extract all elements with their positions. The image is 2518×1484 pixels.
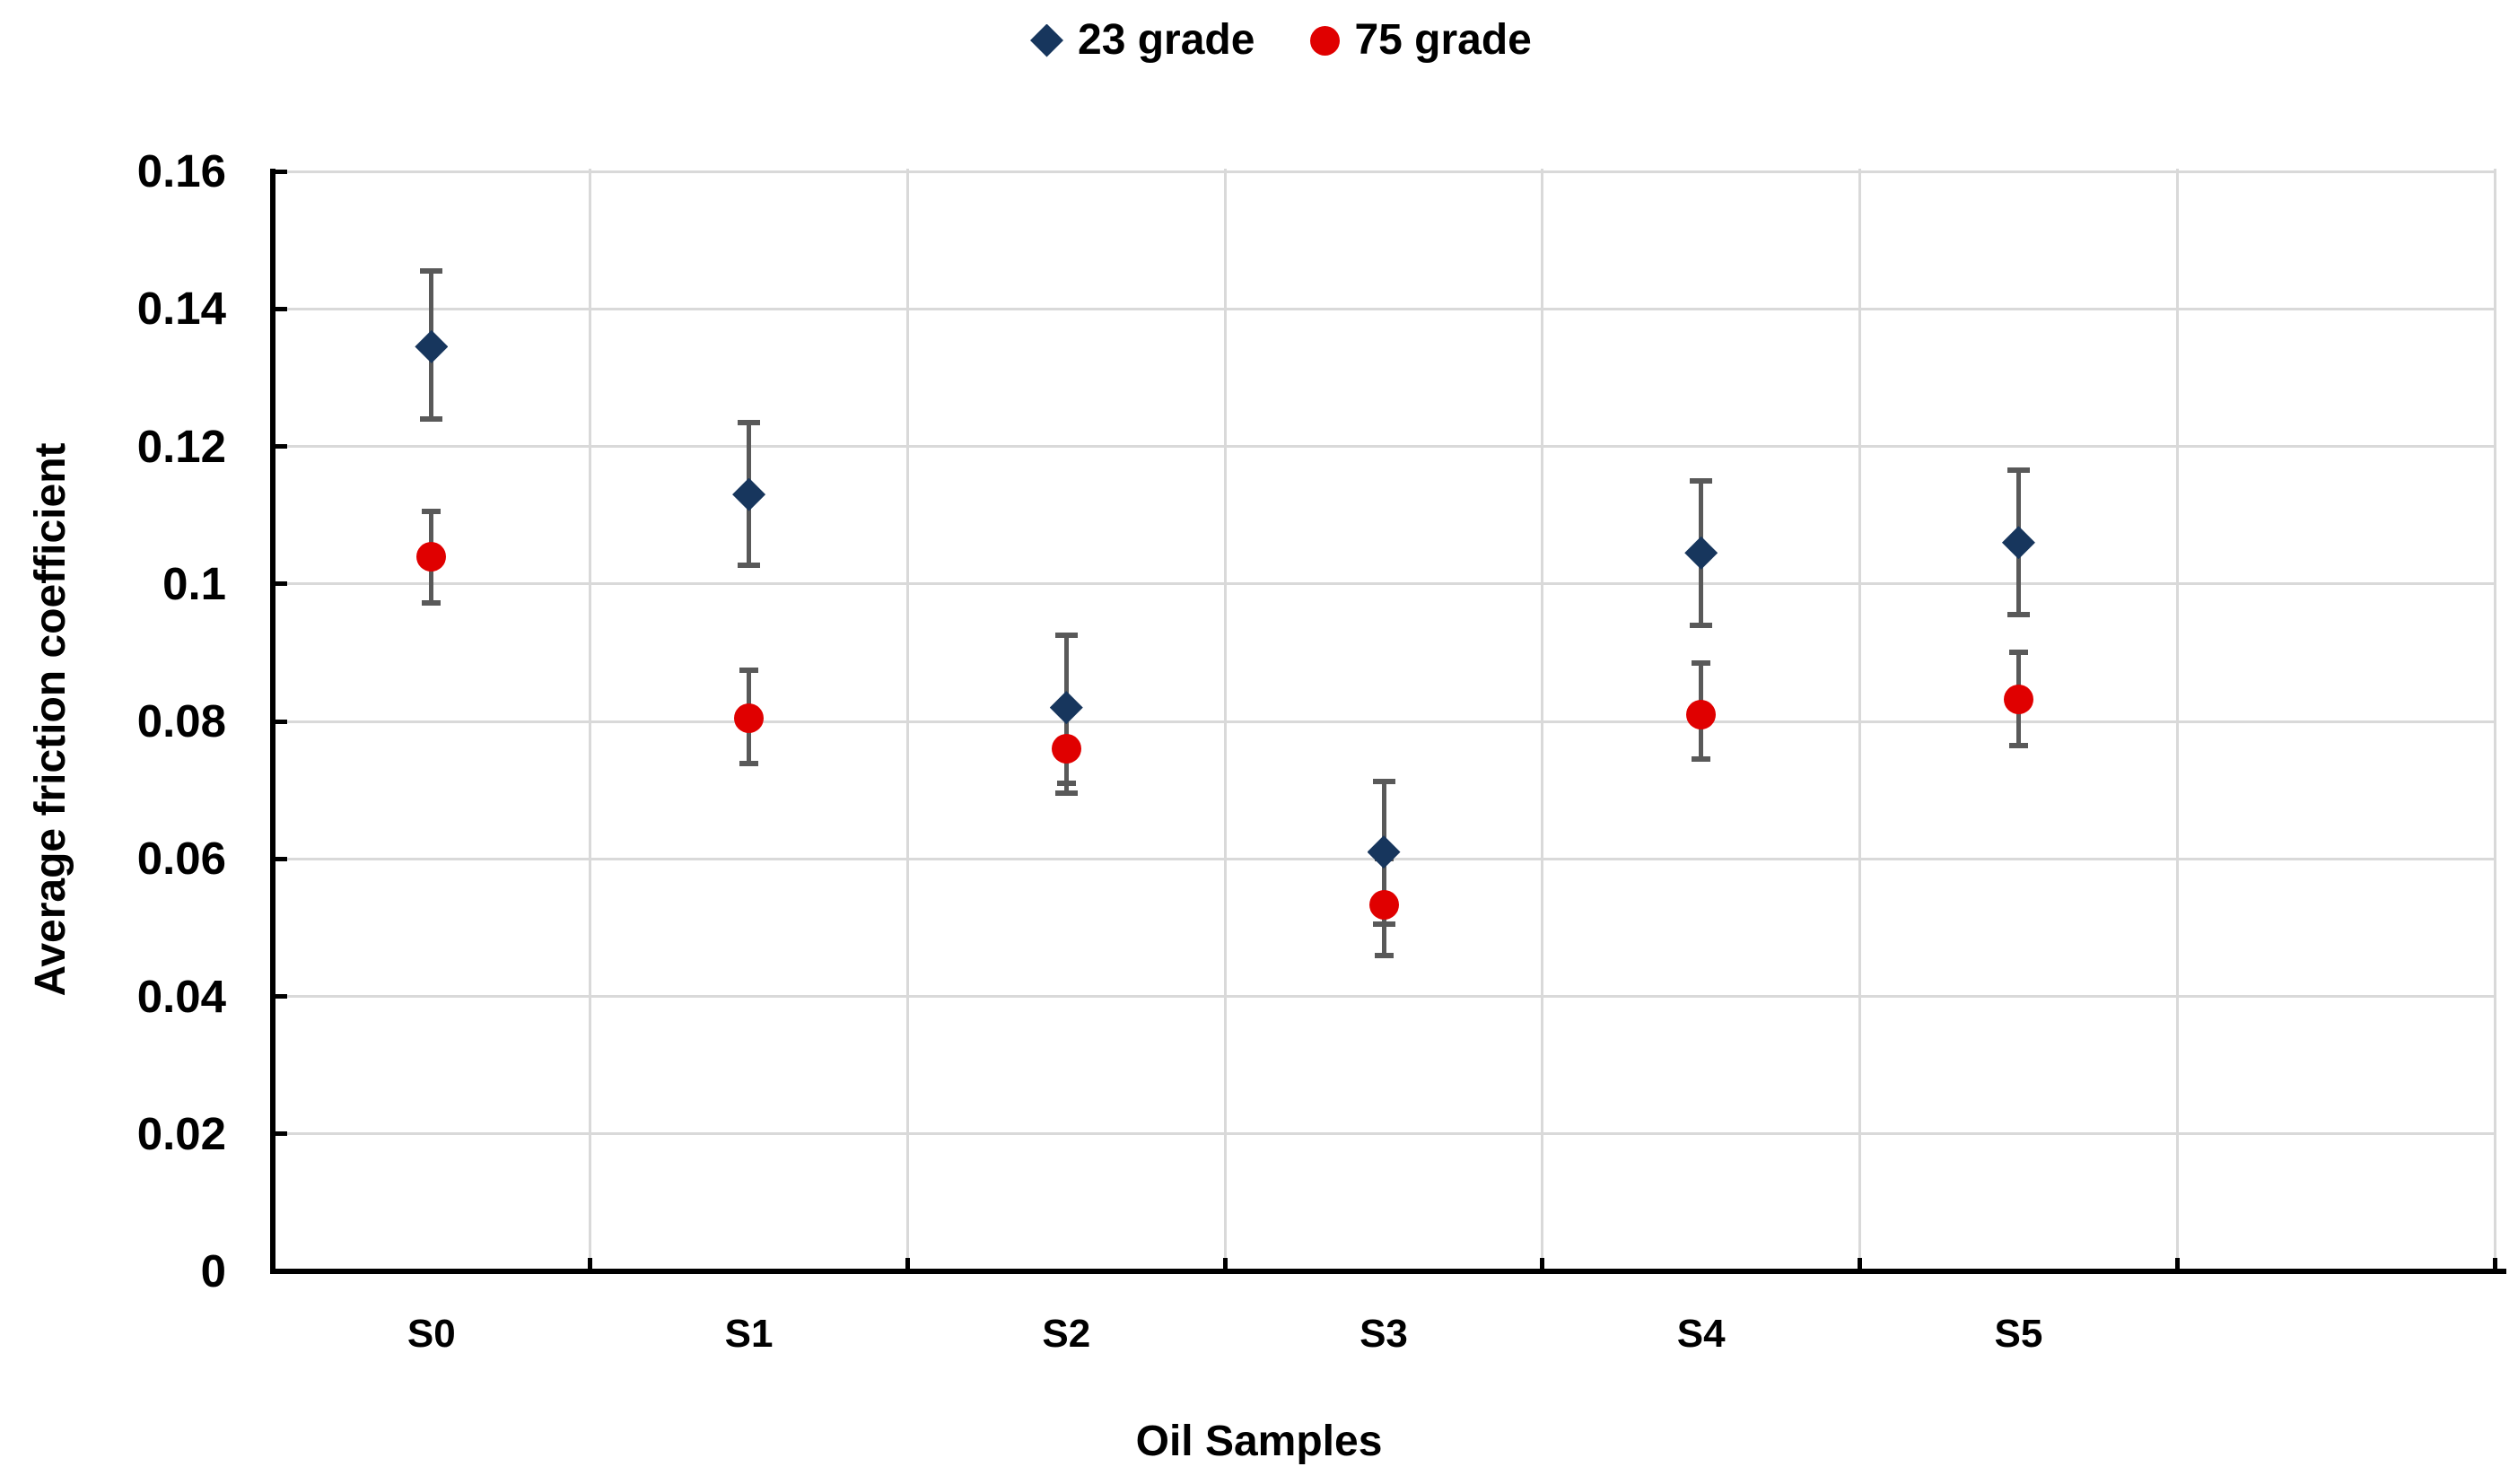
error-cap-top bbox=[1692, 659, 1711, 666]
error-cap-bottom bbox=[739, 760, 759, 766]
error-cap-top bbox=[2007, 467, 2030, 474]
data-point-23-grade-S0 bbox=[415, 329, 449, 363]
x-tick-label: S4 bbox=[1676, 1312, 1726, 1356]
h-gridline bbox=[275, 445, 2495, 448]
h-gridline bbox=[275, 720, 2495, 723]
y-tick-label: 0.1 bbox=[162, 557, 226, 609]
x-tick bbox=[905, 1258, 910, 1269]
legend-label-75-grade: 75 grade bbox=[1354, 16, 1532, 64]
error-cap-top bbox=[738, 419, 761, 425]
error-cap-top bbox=[2008, 650, 2028, 656]
data-point-23-grade-S4 bbox=[1684, 536, 1718, 570]
x-tick bbox=[1858, 1258, 1863, 1269]
x-axis-line bbox=[270, 1269, 2506, 1274]
data-point-23-grade-S5 bbox=[2001, 526, 2035, 560]
error-cap-top bbox=[739, 667, 759, 673]
y-tick bbox=[275, 581, 287, 587]
error-cap-bottom bbox=[1054, 790, 1078, 797]
x-tick bbox=[1540, 1258, 1545, 1269]
y-tick bbox=[275, 719, 287, 724]
y-tick-label: 0.12 bbox=[136, 420, 226, 472]
error-cap-bottom bbox=[2007, 612, 2030, 618]
y-tick-label: 0.08 bbox=[136, 695, 226, 746]
x-tick-label: S0 bbox=[407, 1312, 456, 1356]
y-tick bbox=[275, 169, 287, 174]
data-point-75-grade-S0 bbox=[416, 541, 447, 572]
error-cap-top bbox=[1054, 633, 1078, 639]
y-tick bbox=[275, 306, 287, 311]
v-gridline bbox=[905, 169, 909, 1269]
circle-marker-icon bbox=[1310, 25, 1341, 56]
y-tick bbox=[275, 994, 287, 999]
data-point-75-grade-S1 bbox=[734, 703, 765, 733]
error-cap-top bbox=[420, 268, 443, 275]
v-gridline bbox=[2493, 169, 2496, 1269]
error-cap-top bbox=[422, 509, 442, 515]
v-gridline bbox=[1223, 169, 1227, 1269]
data-point-23-grade-S3 bbox=[1367, 835, 1401, 869]
error-cap-bottom bbox=[420, 415, 443, 422]
y-tick-label: 0.14 bbox=[136, 283, 226, 335]
legend: 23 grade 75 grade bbox=[1030, 13, 1532, 68]
x-tick bbox=[588, 1258, 593, 1269]
x-tick-label: S2 bbox=[1042, 1312, 1091, 1356]
h-gridline bbox=[275, 1132, 2495, 1136]
data-point-75-grade-S3 bbox=[1368, 890, 1399, 921]
error-cap-bottom bbox=[1692, 756, 1711, 763]
h-gridline bbox=[275, 582, 2495, 586]
legend-item-75-grade: 75 grade bbox=[1310, 13, 1532, 68]
data-point-75-grade-S5 bbox=[2003, 684, 2033, 714]
h-gridline bbox=[275, 170, 2495, 173]
data-point-75-grade-S4 bbox=[1686, 699, 1717, 729]
error-cap-bottom bbox=[1056, 780, 1076, 786]
v-gridline bbox=[1858, 169, 1862, 1269]
v-gridline bbox=[1541, 169, 1544, 1269]
x-tick-label: S3 bbox=[1360, 1312, 1408, 1356]
error-cap-top bbox=[1372, 778, 1395, 784]
v-gridline bbox=[2175, 169, 2179, 1269]
error-cap-bottom bbox=[738, 563, 761, 569]
error-cap-bottom bbox=[2008, 742, 2028, 748]
error-cap-top bbox=[1690, 477, 1713, 484]
legend-item-23-grade: 23 grade bbox=[1030, 13, 1255, 68]
error-cap-bottom bbox=[422, 600, 442, 607]
y-axis-line bbox=[270, 169, 275, 1274]
h-gridline bbox=[275, 307, 2495, 310]
data-point-75-grade-S2 bbox=[1051, 734, 1081, 764]
x-tick bbox=[2174, 1258, 2180, 1269]
y-tick-label: 0.06 bbox=[136, 833, 226, 885]
x-tick bbox=[1222, 1258, 1228, 1269]
error-cap-bottom bbox=[1374, 952, 1394, 958]
y-tick-label: 0.04 bbox=[136, 970, 226, 1022]
diamond-marker-icon bbox=[1030, 23, 1063, 57]
x-tick bbox=[2492, 1258, 2497, 1269]
legend-label-23-grade: 23 grade bbox=[1078, 16, 1255, 64]
y-tick-label: 0.16 bbox=[136, 145, 226, 196]
x-axis-title: Oil Samples bbox=[1135, 1418, 1383, 1465]
y-tick bbox=[275, 1131, 287, 1137]
y-tick-label: 0 bbox=[200, 1245, 226, 1296]
x-tick-label: S1 bbox=[724, 1312, 774, 1356]
data-point-23-grade-S1 bbox=[732, 477, 766, 511]
v-gridline bbox=[589, 169, 592, 1269]
y-tick bbox=[275, 444, 287, 449]
y-tick bbox=[275, 856, 287, 861]
y-tick-label: 0.02 bbox=[136, 1107, 226, 1159]
h-gridline bbox=[275, 995, 2495, 998]
error-cap-bottom bbox=[1690, 622, 1713, 628]
x-tick-label: S5 bbox=[1994, 1312, 2043, 1356]
